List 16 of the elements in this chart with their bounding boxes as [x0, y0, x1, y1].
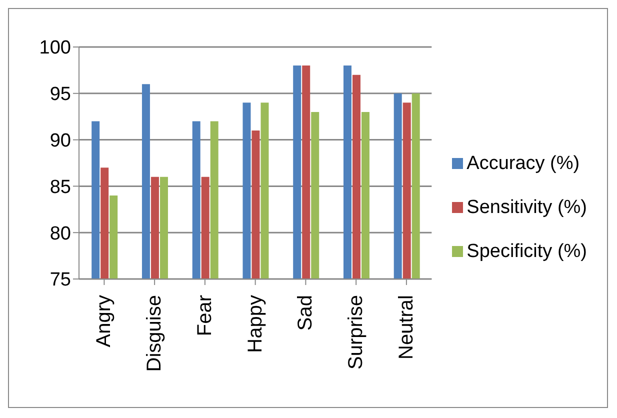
y-tick-label: 85: [50, 176, 71, 198]
y-tick-label: 95: [50, 84, 71, 106]
y-tick-label: 75: [50, 270, 71, 291]
x-tick-label: Surprise: [345, 295, 368, 370]
x-tick-label: Disguise: [144, 295, 166, 372]
x-tick-label: Fear: [194, 294, 216, 336]
y-tick-label: 100: [39, 38, 71, 59]
x-tick-label: Sad: [294, 295, 317, 331]
x-tick-label: Neutral: [395, 295, 418, 360]
legend-label: Accuracy (%): [466, 153, 580, 174]
x-tick-label: Angry: [93, 295, 116, 348]
legend-label: Specificity (%): [466, 241, 587, 262]
y-tick-label: 90: [50, 130, 71, 152]
y-tick-label: 80: [50, 223, 71, 244]
x-tick-label: Happy: [244, 295, 266, 353]
legend-label: Sensitivity (%): [466, 197, 587, 218]
